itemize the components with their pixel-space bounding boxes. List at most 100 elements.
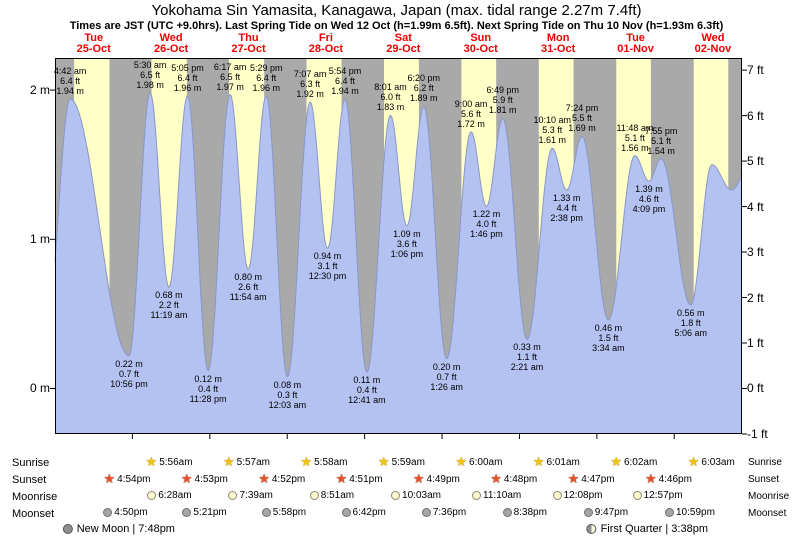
y-axis-label-meters: 0 m (29, 381, 50, 396)
day-label: Fri 28-Oct (308, 32, 344, 55)
moonrise-icon (309, 491, 319, 500)
sunset-time: 4:48pm (503, 473, 538, 485)
sunrise-marker: ★ 5:57am (223, 455, 270, 468)
moonrise-row: Moonrise Moonrise 6:28am 7:39am 8:51am 10:0… (0, 489, 793, 506)
sunrise-time: 6:01am (546, 456, 580, 468)
moonrise-marker: 11:10am (472, 490, 521, 501)
day-labels-row: Tue 25-Oct Wed 26-Oct Thu 27-Oct Fri 28-Oct Sat 2… (0, 33, 793, 57)
sunset-time: 4:54pm (117, 473, 151, 485)
moon-phase-text: First Quarter | 3:38pm (600, 523, 708, 535)
moonset-time: 5:58pm (272, 507, 307, 518)
moonrise-time: 10:03am (402, 490, 441, 501)
moonset-label-right: Moonset (748, 508, 787, 519)
moonset-time: 7:36pm (432, 507, 467, 518)
moonset-marker: 7:36pm (421, 507, 467, 518)
y-axis-label-meters: 2 m (29, 83, 50, 98)
moonset-time: 5:21pm (193, 507, 227, 518)
sunset-time: 4:49pm (426, 473, 460, 485)
sunset-star-icon: ★ (412, 471, 425, 486)
sunset-marker: ★ 4:46pm (644, 471, 692, 486)
day-label: Mon 31-Oct (541, 32, 576, 55)
moonset-time: 4:50pm (114, 507, 148, 518)
moon-phase-first-quarter: First Quarter | 3:38pm (586, 523, 708, 535)
tide-chart-plot: 4:42 am 6.4 ft 1.94 m 0.22 m 0.7 ft 10:56 pm 5… (50, 58, 747, 439)
sunset-marker: ★ 4:49pm (412, 471, 460, 486)
sunset-time: 4:46pm (658, 473, 692, 485)
sunrise-row: Sunrise Sunrise ★ 5:56am ★ 5:57am ★ 5:58am ★ 5:… (0, 455, 793, 472)
day-label: Wed 26-Oct (153, 32, 189, 55)
sunset-star-icon: ★ (103, 471, 116, 486)
moonrise-time: 6:28am (158, 490, 192, 501)
moon-phase-new-moon: New Moon | 7:48pm (62, 523, 175, 535)
sunset-label-right: Sunset (748, 474, 780, 485)
sunrise-marker: ★ 6:01am (533, 455, 580, 468)
sunset-star-icon: ★ (180, 471, 193, 486)
day-label: Tue 25-Oct (76, 32, 111, 55)
sunrise-star-icon: ★ (610, 454, 622, 469)
y-axis-label-feet: 4 ft (747, 199, 764, 214)
sunset-time: 4:53pm (194, 473, 228, 485)
sunset-star-icon: ★ (335, 471, 348, 486)
y-axis-label-feet: 6 ft (747, 108, 764, 123)
sunset-star-icon: ★ (644, 471, 657, 486)
moonset-marker: 8:38pm (502, 507, 547, 518)
moonrise-marker: 12:08pm (552, 490, 603, 501)
moonset-icon (341, 508, 351, 517)
sunset-star-icon: ★ (490, 471, 502, 486)
moonrise-time: 12:57pm (643, 490, 683, 501)
moonset-icon (421, 508, 431, 517)
y-axis-label-feet: 1 ft (747, 336, 764, 350)
sunrise-star-icon: ★ (687, 454, 700, 469)
moonset-time: 10:59pm (675, 507, 715, 518)
moonrise-icon (147, 491, 157, 500)
sunrise-marker: ★ 5:58am (300, 454, 347, 469)
sunrise-label-left: Sunrise (12, 457, 50, 469)
sunrise-marker: ★ 6:00am (455, 454, 502, 469)
moonset-icon (583, 508, 593, 517)
moonset-marker: 5:58pm (261, 507, 307, 518)
sunrise-marker: ★ 6:02am (610, 454, 657, 469)
moonrise-label-left: Moonrise (12, 491, 58, 503)
sunset-time: 4:51pm (349, 473, 383, 485)
day-label: Thu 27-Oct (231, 32, 266, 55)
moon-phases-row: New Moon | 7:48pm First Quarter | 3:38pm (0, 522, 793, 539)
moonset-marker: 6:42pm (341, 507, 386, 518)
moonrise-icon (632, 491, 642, 500)
y-axis-label-feet: 5 ft (747, 154, 764, 169)
sunrise-star-icon: ★ (145, 454, 158, 469)
chart-subtitle: Times are JST (UTC +9.0hrs). Last Spring… (69, 20, 724, 32)
sunset-marker: ★ 4:54pm (103, 471, 151, 486)
y-axis-label-feet: 0 ft (747, 381, 764, 396)
moonrise-marker: 8:51am (309, 490, 354, 501)
sunset-time: 4:47pm (581, 473, 615, 485)
sunset-row: Sunset Sunset ★ 4:54pm ★ 4:53pm ★ 4:52pm ★ 4:51… (0, 472, 793, 489)
moonrise-marker: 10:03am (391, 490, 441, 501)
tide-chart-svg (50, 58, 747, 439)
chart-title: Yokohama Sin Yamasita, Kanagawa, Japan (… (151, 2, 642, 19)
moonset-icon (502, 508, 512, 517)
sunrise-star-icon: ★ (455, 454, 468, 469)
sunset-star-icon: ★ (258, 471, 270, 486)
moonset-time: 6:42pm (352, 507, 386, 518)
moonrise-label-right: Moonrise (748, 491, 790, 502)
y-axis-label-feet: -1 ft (747, 426, 768, 441)
sunrise-star-icon: ★ (377, 454, 390, 469)
moonrise-time: 12:08pm (563, 490, 603, 501)
day-label: Tue 01-Nov (617, 32, 654, 55)
moon-phase-text: New Moon | 7:48pm (76, 523, 175, 535)
moonset-marker: 4:50pm (103, 507, 148, 518)
sunrise-marker: ★ 5:59am (377, 454, 425, 469)
sunset-marker: ★ 4:47pm (568, 472, 615, 485)
moonset-marker: 5:21pm (182, 507, 227, 518)
moonset-icon (664, 508, 674, 517)
tide-curve-line (54, 92, 743, 378)
moonset-icon (261, 508, 271, 517)
sunset-marker: ★ 4:51pm (335, 471, 383, 486)
day-label: Sun 30-Oct (463, 32, 498, 55)
moonrise-marker: 7:39am (228, 490, 273, 501)
plot-border (55, 58, 742, 434)
sunrise-star-icon: ★ (300, 454, 313, 469)
sunrise-label-right: Sunrise (748, 457, 782, 468)
sunset-marker: ★ 4:53pm (180, 471, 228, 486)
